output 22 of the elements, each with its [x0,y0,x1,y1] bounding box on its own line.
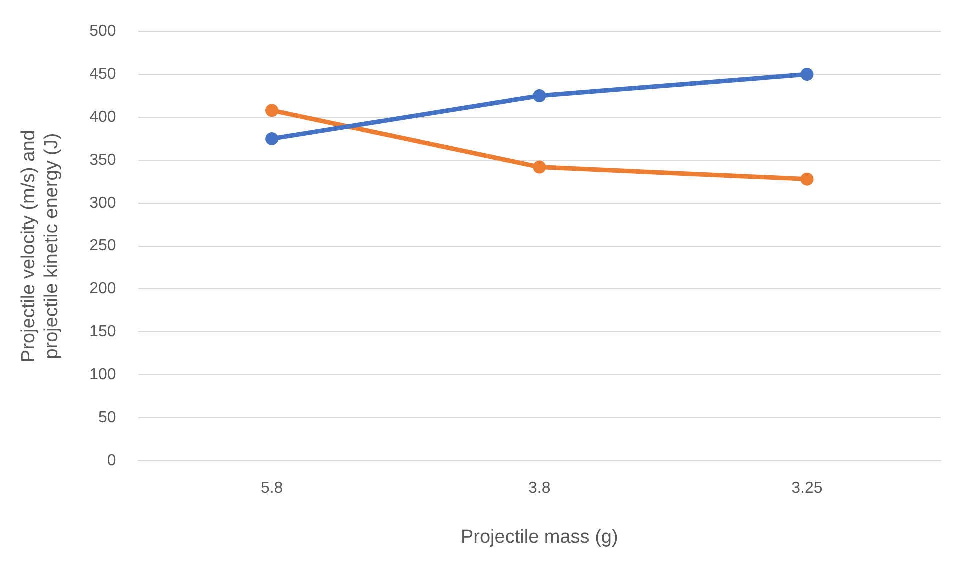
y-tick-label: 50 [98,409,116,426]
point [533,90,546,103]
point [266,104,279,118]
y-tick-label: 250 [90,238,116,255]
y-tick-label: 300 [90,194,116,212]
y-tick-label: 100 [90,366,116,384]
x-tick-label: 5.8 [260,480,284,498]
y-tick-label: 350 [90,152,116,169]
y-tick-label: 0 [107,452,116,470]
y-tick-label: 500 [90,23,116,40]
x-tick-label: 3.8 [528,480,551,498]
x-axis-title: Projectile mass (g) [460,526,618,548]
y-axis-title: Projectile velocity (m/s) and projectile kinetic energy (J) [18,130,62,362]
point [266,132,279,146]
y-tick-label: 400 [90,108,116,126]
x-tick-label: 3.25 [792,480,823,498]
y-tick-label: 150 [90,324,116,341]
y-tick-label: 450 [90,66,116,83]
point [800,68,814,82]
point [533,160,546,174]
y-tick-label: 200 [90,280,116,298]
point [800,172,814,186]
